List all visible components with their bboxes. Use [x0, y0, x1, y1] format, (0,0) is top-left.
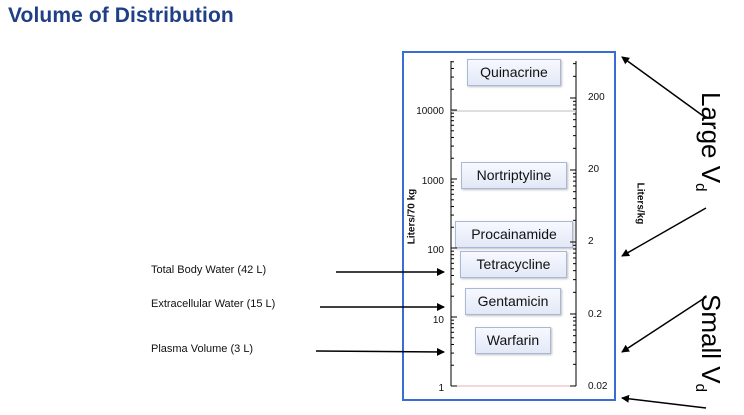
page-title: Volume of Distribution [8, 4, 234, 27]
right-tick-label: 2 [588, 236, 594, 247]
vd-scale-panel: Liters/70 kg Liters/kg 10000 1000 100 10… [402, 51, 646, 401]
right-tick-label: 0.2 [588, 309, 602, 320]
arrow-small-vd-bottom [621, 394, 707, 409]
label-extracellular-water: Extracellular Water (15 L) [151, 298, 276, 310]
drug-box-quinacrine: Quinacrine [467, 59, 561, 86]
arrow-large-vd-top [621, 56, 707, 119]
left-tick-label: 1000 [421, 176, 444, 187]
right-minor-ticks [570, 63, 576, 387]
left-minor-ticks [451, 61, 457, 387]
right-tick-label: 200 [588, 92, 605, 103]
left-tick-label: 10000 [416, 106, 444, 117]
drug-box-warfarin: Warfarin [475, 327, 551, 354]
drug-box-gentamicin: Gentamicin [465, 288, 561, 315]
drug-box-procainamide: Procainamide [455, 221, 573, 248]
drug-box-nortriptyline: Nortriptyline [461, 162, 567, 189]
left-tick-label: 100 [427, 245, 444, 256]
right-tick-label: 0.02 [588, 381, 608, 392]
arrow-large-vd-bottom [621, 207, 707, 257]
arrow-plasma-volume [315, 347, 445, 356]
drug-box-tetracycline: Tetracycline [460, 251, 567, 278]
label-plasma-volume: Plasma Volume (3 L) [151, 343, 254, 355]
right-tick-label: 20 [588, 164, 600, 175]
left-tick-label: 1 [438, 383, 444, 394]
label-total-body-water: Total Body Water (42 L) [151, 264, 267, 276]
left-tick-label: 10 [432, 315, 444, 326]
arrow-small-vd-top [621, 296, 707, 353]
